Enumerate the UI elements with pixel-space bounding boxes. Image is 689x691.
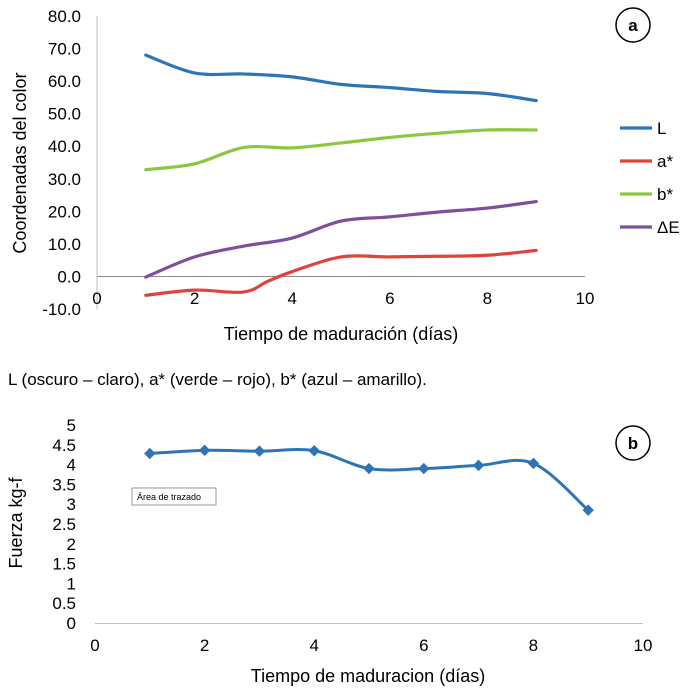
chart-a: -10.0 0.0 10.0 20.0 30.0 40.0 50.0 60.0 70.0 80.0… — [10, 7, 680, 344]
y-tick-label-b: 1 — [67, 574, 76, 593]
legend-a: La* b* ΔE — [620, 119, 680, 237]
tooltip-box — [131, 487, 217, 506]
x-tick-label-a: 8 — [483, 289, 492, 308]
xlabel-a: Tiempo de maduración (días) — [224, 324, 458, 344]
data-point-marker — [308, 445, 320, 457]
y-tick-label-a: 10.0 — [48, 235, 81, 254]
y-tick-label-b: 1.5 — [52, 555, 76, 574]
x-tick-label-a: 4 — [287, 289, 296, 308]
y-tick-label-b: 3.5 — [52, 475, 76, 494]
data-point-marker — [253, 445, 266, 457]
series-line-L — [144, 53, 538, 103]
xlabel-b: Tiempo de maduracion (días) — [251, 666, 485, 686]
x-tick-label-b: 6 — [419, 636, 428, 655]
legend-label: L — [657, 119, 666, 138]
y-tick-label-a: -10.0 — [42, 300, 81, 319]
x-tick-label-a: 10 — [576, 289, 595, 308]
data-point-marker — [198, 444, 211, 457]
panel-label-a: a — [628, 16, 638, 35]
y-tick-label-a: 0.0 — [57, 267, 81, 286]
series-layer-b — [144, 444, 594, 516]
legend-label: a* — [657, 152, 673, 171]
ylabel-b: Fuerza kg-f — [6, 476, 26, 568]
tooltip-area: Área de trazado — [131, 487, 217, 506]
x-tick-label-b: 8 — [529, 636, 538, 655]
series-line-ΔE — [144, 199, 538, 279]
x-tick-label-b: 10 — [634, 636, 653, 655]
y-tick-label-b: 4 — [67, 456, 76, 475]
y-tick-labels-b: 00.511.522.533.544.55 — [52, 416, 76, 633]
y-tick-label-b: 5 — [67, 416, 76, 435]
ylabel-a: Coordenadas del color — [10, 72, 30, 253]
y-tick-label-b: 4.5 — [52, 436, 76, 455]
y-tick-label-b: 3 — [67, 495, 76, 514]
panel-badge-circle-b — [615, 425, 651, 461]
tooltip-text: Área de trazado — [137, 492, 201, 502]
data-point-marker — [472, 459, 485, 472]
y-tick-label-a: 70.0 — [48, 40, 81, 59]
y-tick-label-b: 2 — [67, 535, 76, 554]
series-line-a* — [144, 248, 538, 297]
x-tick-labels-b: 0 2 4 6 8 10 — [90, 636, 652, 655]
x-tick-label-b: 2 — [200, 636, 209, 655]
y-tick-label-a: 30.0 — [48, 170, 81, 189]
y-tick-label-b: 0.5 — [52, 594, 76, 613]
y-tick-label-a: 40.0 — [48, 137, 81, 156]
panel-badge-a: a — [615, 7, 651, 43]
legend-label: ΔE — [657, 218, 680, 237]
x-tick-label-b: 0 — [90, 636, 99, 655]
figure-caption: L (oscuro – claro), a* (verde – rojo), b… — [8, 370, 427, 389]
series-line-b* — [144, 128, 538, 172]
y-tick-labels-a: -10.0 0.0 10.0 20.0 30.0 40.0 50.0 60.0 70.0 80.0 — [42, 7, 81, 319]
panel-label-b: b — [628, 434, 638, 453]
y-tick-label-a: 20.0 — [48, 202, 81, 221]
x-tick-label-b: 4 — [309, 636, 318, 655]
data-point-marker — [582, 504, 594, 516]
x-tick-labels-a: 0 2 4 6 8 10 — [92, 289, 594, 308]
data-point-marker — [418, 462, 430, 475]
x-tick-label-a: 6 — [385, 289, 394, 308]
x-tick-label-a: 0 — [92, 289, 101, 308]
series-layer-a — [144, 53, 538, 297]
y-tick-label-a: 80.0 — [48, 7, 81, 26]
panel-badge-circle-a — [615, 7, 651, 43]
chart-b: 00.511.522.533.544.55 0 2 4 6 8 10 Fuerza kg-… — [6, 416, 652, 686]
y-tick-label-b: 0 — [67, 614, 76, 633]
legend-label: b* — [657, 185, 673, 204]
panel-badge-b: b — [615, 425, 651, 461]
y-tick-label-a: 60.0 — [48, 72, 81, 91]
y-tick-label-a: 50.0 — [48, 105, 81, 124]
y-tick-label-b: 2.5 — [52, 515, 76, 534]
data-point-marker — [527, 457, 540, 470]
x-tick-label-a: 2 — [190, 289, 199, 308]
data-point-marker — [363, 462, 375, 475]
data-point-marker — [144, 447, 156, 460]
